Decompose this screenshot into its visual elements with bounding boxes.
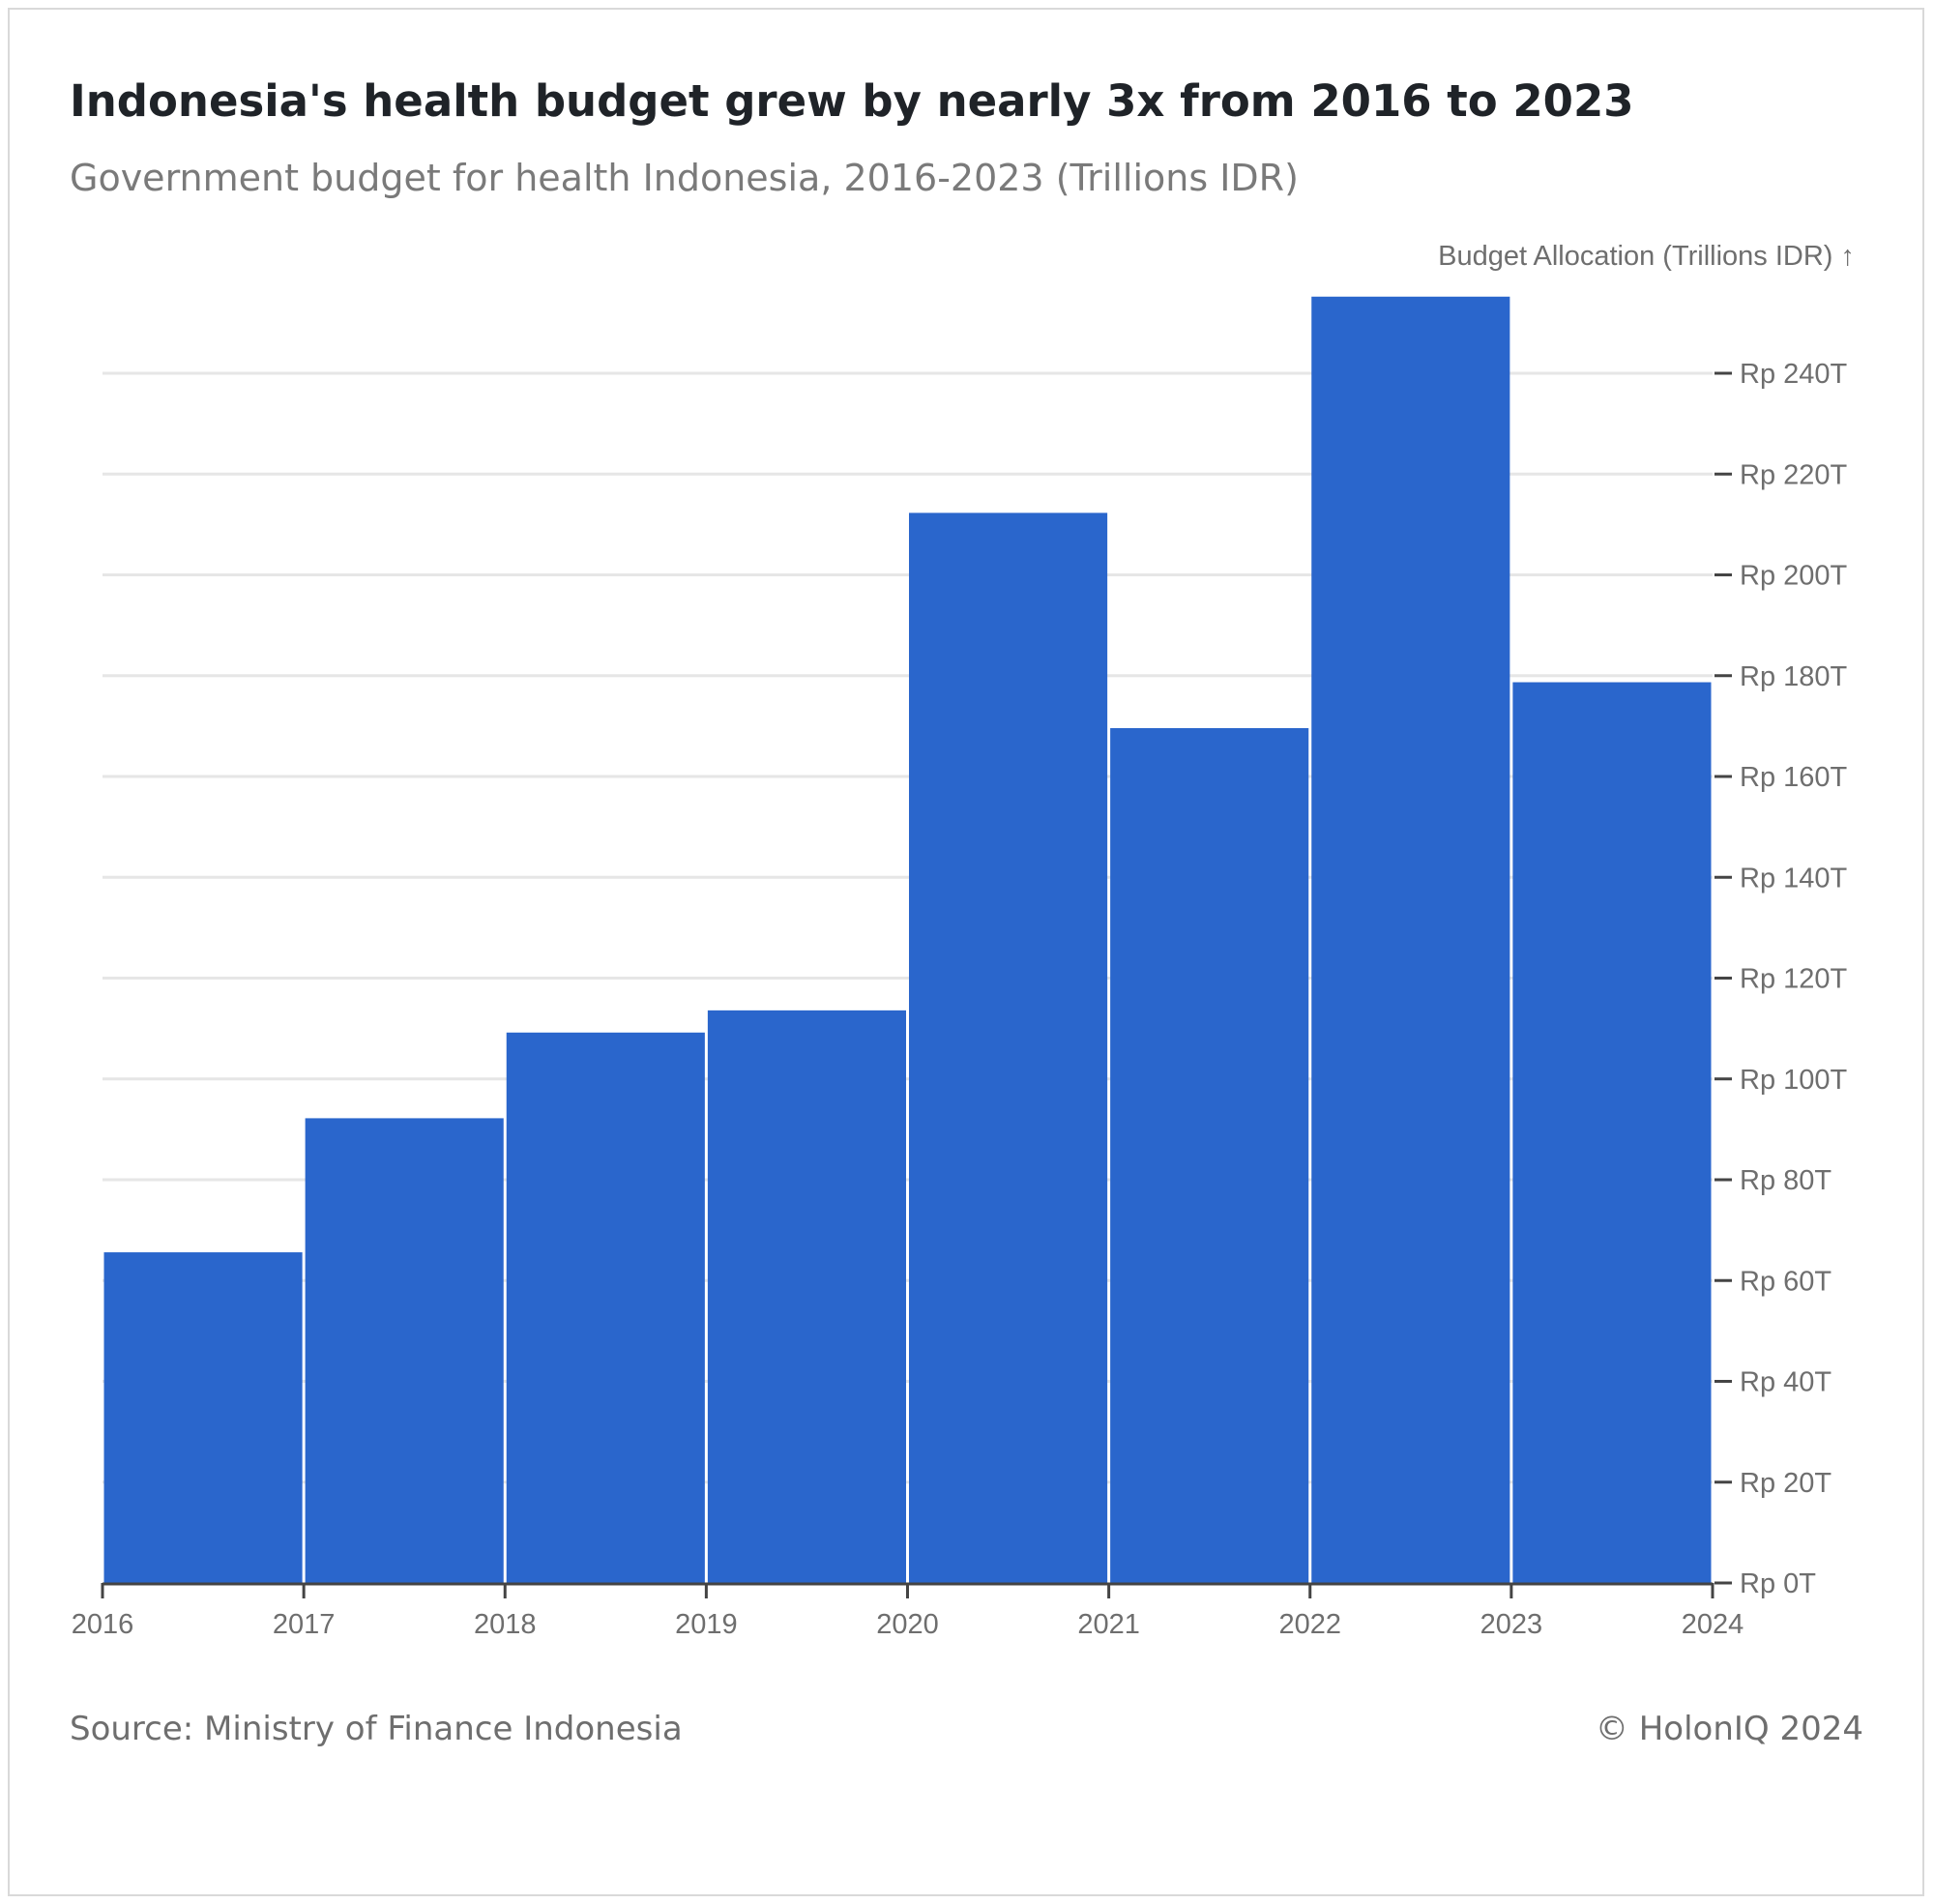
axes: Budget Allocation (Trillions IDR) ↑ Rp 0… xyxy=(72,241,1855,1640)
y-tick-label: Rp 120T xyxy=(1740,964,1848,995)
bar-2017 xyxy=(305,1118,504,1583)
y-tick-label: Rp 80T xyxy=(1740,1165,1831,1196)
y-tick-label: Rp 240T xyxy=(1740,359,1848,390)
x-tick-label: 2020 xyxy=(876,1609,939,1640)
y-tick-label: Rp 220T xyxy=(1740,459,1848,490)
chart-title: Indonesia's health budget grew by nearly… xyxy=(70,75,1634,127)
x-tick-label: 2017 xyxy=(273,1609,336,1640)
y-tick-label: Rp 0T xyxy=(1740,1568,1816,1599)
bar-2018 xyxy=(506,1032,705,1583)
x-tick-label: 2023 xyxy=(1480,1609,1543,1640)
bar-2023 xyxy=(1512,682,1712,1583)
y-axis-label: Budget Allocation (Trillions IDR) ↑ xyxy=(1438,241,1855,272)
bar-2021 xyxy=(1110,727,1309,1583)
y-tick-label: Rp 140T xyxy=(1740,863,1848,893)
bar-2019 xyxy=(707,1010,906,1583)
x-tick-label: 2016 xyxy=(72,1609,134,1640)
x-tick-label: 2021 xyxy=(1077,1609,1140,1640)
y-tick-label: Rp 20T xyxy=(1740,1468,1831,1499)
y-tick-label: Rp 40T xyxy=(1740,1367,1831,1398)
x-tick-label: 2022 xyxy=(1278,1609,1341,1640)
chart-subtitle: Government budget for health Indonesia, … xyxy=(70,157,1299,199)
y-tick-label: Rp 160T xyxy=(1740,762,1848,793)
y-tick-label: Rp 100T xyxy=(1740,1065,1848,1096)
y-tick-label: Rp 180T xyxy=(1740,661,1848,692)
source-note: Source: Ministry of Finance Indonesia xyxy=(70,1710,683,1748)
y-tick-label: Rp 200T xyxy=(1740,561,1848,592)
x-tick-label: 2019 xyxy=(675,1609,738,1640)
bar-2020 xyxy=(909,513,1108,1583)
y-tick-label: Rp 60T xyxy=(1740,1266,1831,1297)
copyright-note: © HolonIQ 2024 xyxy=(1595,1710,1863,1748)
x-tick-label: 2018 xyxy=(474,1609,537,1640)
x-tick-label: 2024 xyxy=(1682,1609,1744,1640)
bars xyxy=(103,296,1712,1583)
bar-2022 xyxy=(1311,296,1510,1583)
bar-2016 xyxy=(103,1252,303,1583)
